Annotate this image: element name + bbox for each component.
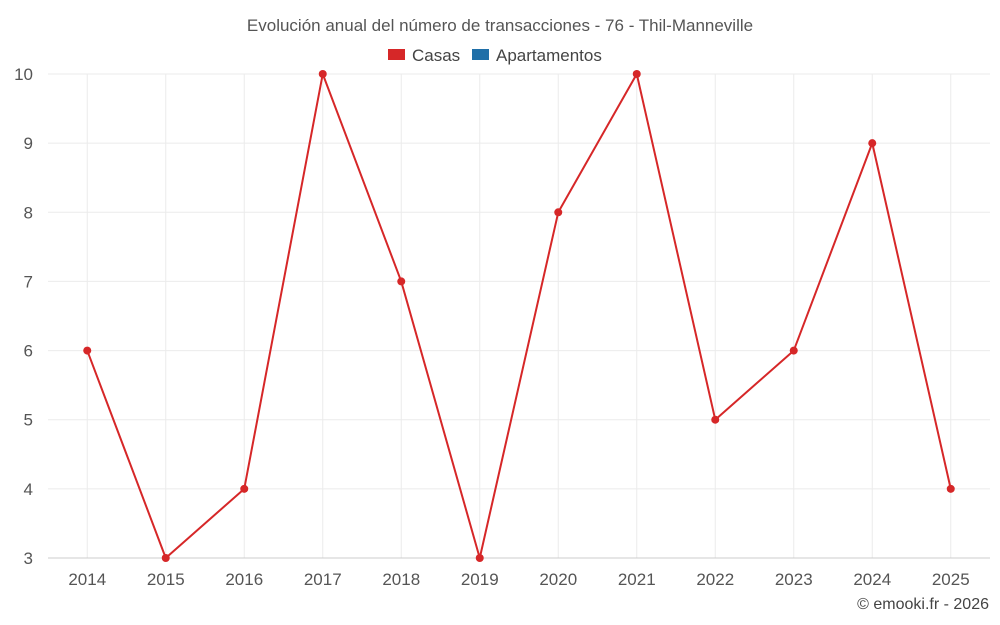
x-tick-label: 2015 (147, 570, 185, 589)
series-line-casas (86, 73, 952, 559)
y-tick-label: 3 (24, 549, 33, 568)
y-tick-label: 8 (24, 203, 33, 222)
data-point[interactable] (868, 139, 877, 148)
y-tick-label: 6 (24, 342, 33, 361)
y-tick-label: 7 (24, 272, 33, 291)
x-axis-ticks: 2014 2015 2016 2017 2018 2019 2020 2021 2022 2023… (68, 570, 969, 589)
y-tick-label: 5 (24, 411, 33, 430)
x-tick-label: 2019 (461, 570, 499, 589)
x-gridlines (86, 74, 952, 558)
x-tick-label: 2024 (853, 570, 891, 589)
x-tick-label: 2022 (696, 570, 734, 589)
x-tick-label: 2021 (618, 570, 656, 589)
credit-text: © emooki.fr - 2026 (857, 596, 989, 613)
data-point[interactable] (946, 484, 955, 493)
series-group (83, 70, 955, 562)
legend-swatch-apartamentos (472, 49, 489, 60)
data-point[interactable] (711, 415, 720, 424)
x-tick-label: 2023 (775, 570, 813, 589)
x-tick-label: 2018 (382, 570, 420, 589)
x-tick-label: 2017 (304, 570, 342, 589)
legend-swatch-casas (388, 49, 405, 60)
data-point[interactable] (318, 70, 327, 78)
data-point[interactable] (554, 208, 563, 217)
data-point[interactable] (475, 554, 484, 562)
x-tick-label: 2020 (539, 570, 577, 589)
y-gridlines (48, 73, 990, 559)
y-tick-label: 4 (24, 480, 33, 499)
chart-title: Evolución anual del número de transaccio… (247, 16, 753, 35)
data-point[interactable] (240, 484, 249, 493)
x-tick-label: 2025 (932, 570, 970, 589)
x-tick-label: 2016 (225, 570, 263, 589)
legend-label-apartamentos[interactable]: Apartamentos (496, 46, 602, 65)
y-tick-label: 10 (14, 65, 33, 84)
data-point[interactable] (161, 554, 170, 562)
data-point[interactable] (789, 346, 798, 355)
legend: Casas Apartamentos (388, 46, 602, 65)
data-point[interactable] (83, 346, 92, 355)
y-tick-label: 9 (24, 134, 33, 153)
data-point[interactable] (632, 70, 641, 78)
legend-label-casas[interactable]: Casas (412, 46, 460, 65)
x-tick-label: 2014 (68, 570, 106, 589)
data-point[interactable] (397, 277, 406, 286)
y-axis-ticks: 3 4 5 6 7 8 9 10 (14, 65, 33, 568)
